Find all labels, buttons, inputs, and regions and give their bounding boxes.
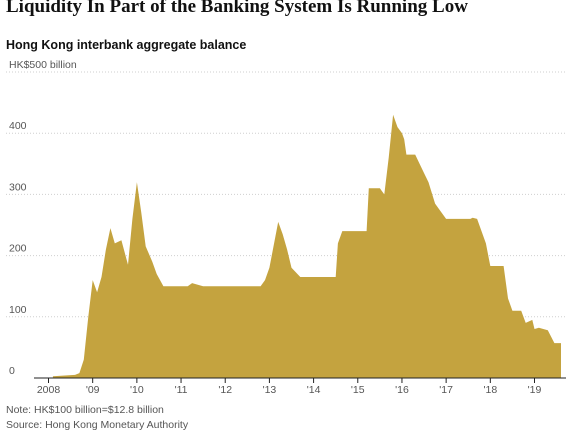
- y-tick-label-300: 300: [9, 181, 27, 193]
- chart-subtitle: Hong Kong interbank aggregate balance: [6, 38, 247, 52]
- x-tick-label-2008: 2008: [37, 384, 61, 396]
- x-tick-label-2011: '11: [175, 384, 188, 396]
- y-tick-label-200: 200: [9, 243, 27, 255]
- x-axis-ticks: 2008 '09 '10 '11 '12 '13 '14 '15 '16 '17 '18 '19: [37, 378, 542, 396]
- x-tick-label-2015: '15: [351, 384, 365, 396]
- area-chart: 0 100 200 300 400 HK$500 billion 2008 '09 '10 '1…: [6, 59, 566, 396]
- x-tick-label-2009: '09: [86, 384, 100, 396]
- aggregate-balance-area: [52, 114, 562, 379]
- y-tick-label-0: 0: [9, 365, 15, 377]
- x-tick-label-2013: '13: [263, 384, 277, 396]
- y-tick-label-400: 400: [9, 120, 27, 132]
- x-tick-label-2018: '18: [483, 384, 497, 396]
- chart-source: Source: Hong Kong Monetary Authority: [6, 419, 189, 431]
- x-tick-label-2017: '17: [439, 384, 453, 396]
- chart-headline: Liquidity In Part of the Banking System …: [6, 0, 468, 17]
- chart-note: Note: HK$100 billion=$12.8 billion: [6, 404, 164, 416]
- x-tick-label-2014: '14: [307, 384, 321, 396]
- y-tick-label-100: 100: [9, 304, 27, 316]
- x-tick-label-2019: '19: [528, 384, 542, 396]
- x-tick-label-2010: '10: [130, 384, 144, 396]
- y-axis-labels: 0 100 200 300 400 HK$500 billion: [9, 59, 77, 377]
- x-tick-label-2012: '12: [218, 384, 232, 396]
- x-tick-label-2016: '16: [395, 384, 409, 396]
- y-tick-label-500: HK$500 billion: [9, 59, 77, 71]
